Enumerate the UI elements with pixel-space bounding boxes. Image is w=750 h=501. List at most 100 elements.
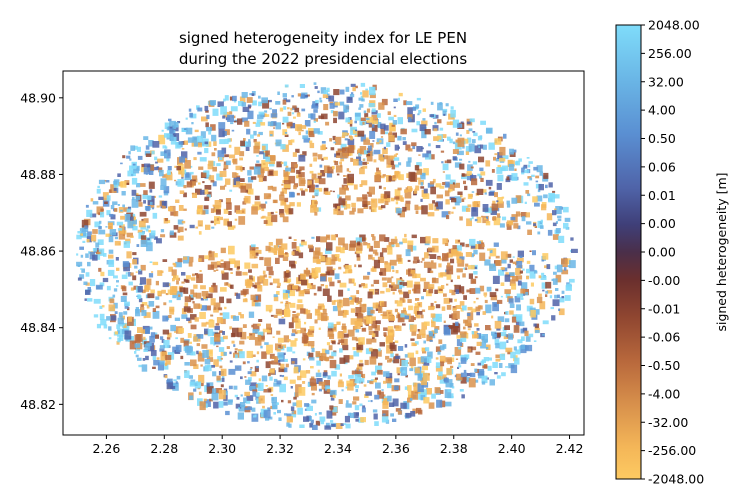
data-point: [279, 107, 284, 112]
data-point: [386, 142, 391, 147]
data-point: [312, 195, 315, 199]
data-point: [313, 292, 317, 296]
data-point: [511, 173, 518, 181]
data-point: [151, 150, 155, 155]
data-point: [327, 330, 334, 337]
data-point: [155, 296, 160, 300]
data-point: [374, 421, 379, 426]
data-point: [407, 299, 412, 303]
data-point: [150, 201, 153, 205]
data-point: [271, 214, 278, 223]
data-point: [204, 358, 211, 365]
data-point: [460, 357, 467, 364]
data-point: [153, 360, 160, 366]
data-point: [98, 267, 102, 272]
data-point: [208, 160, 214, 166]
data-point: [276, 285, 281, 288]
data-point: [251, 354, 256, 357]
data-point: [442, 253, 449, 262]
data-point: [382, 311, 387, 317]
colorbar-tick-label: -256.00: [648, 443, 696, 458]
data-point: [269, 171, 273, 175]
data-point: [247, 176, 254, 183]
data-point: [316, 378, 323, 384]
data-point: [512, 314, 517, 318]
data-point: [399, 241, 403, 245]
data-point: [392, 284, 400, 289]
data-point: [418, 303, 421, 306]
data-point: [467, 137, 472, 143]
data-point: [329, 281, 335, 287]
data-point: [246, 128, 251, 135]
data-point: [258, 131, 263, 136]
data-point: [466, 376, 471, 381]
data-point: [446, 265, 454, 275]
data-point: [356, 302, 359, 305]
data-point: [183, 208, 187, 211]
data-point: [391, 244, 395, 247]
data-point: [430, 101, 434, 105]
data-point: [443, 377, 449, 383]
data-point: [500, 267, 505, 270]
data-point: [287, 107, 290, 110]
data-point: [233, 385, 238, 390]
data-point: [391, 266, 395, 270]
data-point: [197, 220, 203, 227]
data-point: [227, 283, 231, 287]
data-point: [85, 253, 89, 258]
data-point: [397, 135, 402, 141]
data-point: [410, 269, 416, 274]
data-point: [117, 328, 124, 337]
data-point: [241, 117, 248, 123]
data-point: [300, 241, 307, 246]
data-point: [436, 194, 443, 199]
data-point: [251, 176, 257, 180]
data-point: [332, 326, 336, 331]
data-point: [319, 97, 322, 100]
data-point: [326, 386, 330, 389]
data-point: [217, 264, 221, 268]
data-point: [493, 156, 497, 161]
data-point: [140, 183, 146, 187]
data-point: [197, 142, 202, 148]
data-point: [109, 229, 117, 236]
data-point: [344, 186, 347, 188]
data-point: [155, 161, 158, 164]
data-point: [214, 340, 221, 345]
data-point: [170, 211, 177, 216]
data-point: [424, 252, 429, 259]
data-point: [557, 294, 560, 299]
data-point: [261, 351, 267, 359]
data-point: [189, 112, 193, 118]
data-point: [258, 331, 264, 338]
data-point: [306, 309, 311, 314]
colorbar-tick-label: 2048.00: [648, 18, 700, 33]
y-tick-label: 48.82: [20, 397, 56, 412]
data-point: [393, 356, 400, 364]
data-point: [281, 243, 288, 250]
data-point: [382, 413, 386, 416]
data-point: [296, 169, 301, 174]
data-point: [349, 355, 354, 360]
data-point: [152, 308, 156, 312]
data-point: [398, 92, 403, 97]
data-point: [309, 163, 313, 167]
colorbar-tick-label: 4.00: [648, 103, 676, 118]
data-point: [187, 333, 192, 338]
data-point: [285, 290, 290, 294]
data-point: [446, 252, 453, 258]
data-point: [462, 145, 465, 149]
data-point: [514, 168, 517, 171]
data-point: [253, 130, 257, 136]
data-point: [169, 230, 174, 236]
data-point: [152, 141, 160, 148]
data-point: [556, 232, 559, 235]
data-point: [316, 360, 321, 366]
data-point: [446, 215, 450, 220]
data-point: [216, 345, 219, 348]
data-point: [494, 138, 502, 145]
data-point: [515, 263, 518, 266]
data-point: [86, 209, 93, 217]
data-point: [380, 123, 386, 129]
data-point: [369, 93, 376, 99]
